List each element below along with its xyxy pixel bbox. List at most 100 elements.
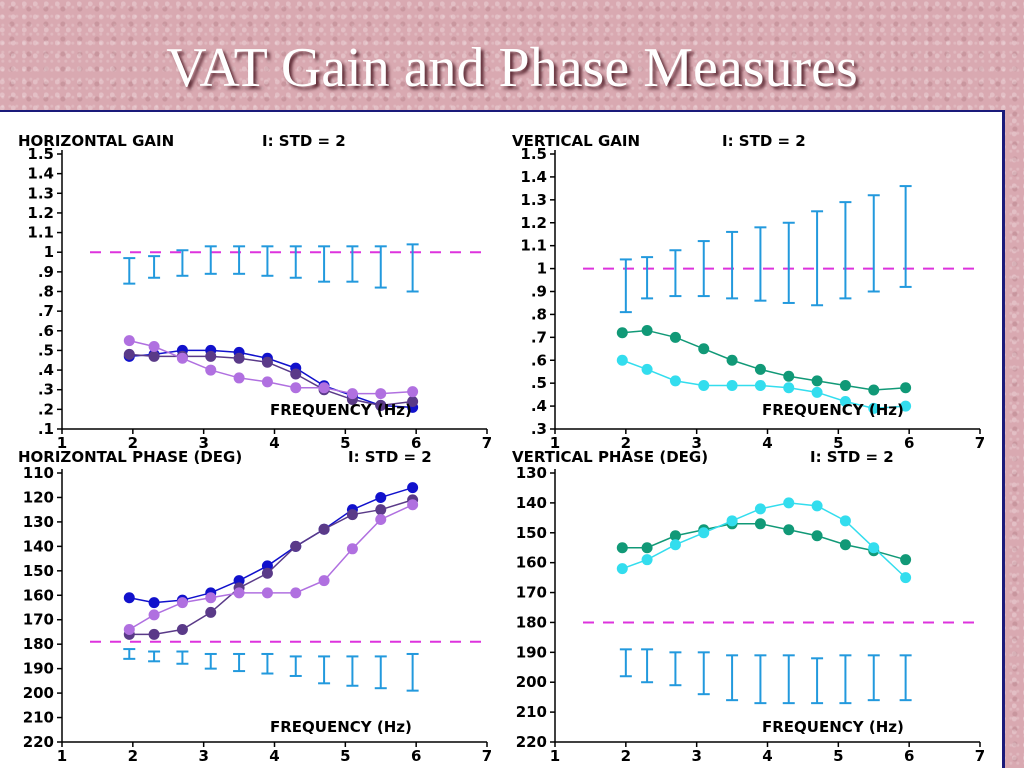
series-line (622, 329, 906, 391)
hgain-chart: HORIZONTAL GAIN I: STD = 21.51.41.31.21.1… (18, 132, 492, 452)
y-tick-label: 1.3 (27, 184, 54, 202)
error-bar (406, 652, 419, 692)
data-point (839, 539, 851, 551)
error-bar (669, 651, 682, 687)
x-axis-label: FREQUENCY (Hz) (270, 401, 412, 419)
data-point (261, 376, 273, 388)
data-point (123, 592, 135, 604)
error-bar (754, 226, 767, 302)
data-point (148, 341, 160, 352)
x-tick-label: 3 (198, 747, 208, 765)
y-tick-label: 210 (23, 709, 54, 727)
data-point (290, 540, 302, 552)
x-tick-label: 1 (57, 747, 67, 765)
vphase-chart: VERTICAL PHASE (DEG) I: STD = 2 130 140 150 1… (512, 448, 985, 765)
error-bar (406, 243, 419, 293)
chart-title: VERTICAL GAIN (512, 132, 640, 150)
x-axis-label: FREQUENCY (Hz) (270, 718, 412, 736)
data-point (641, 542, 653, 554)
error-bar (782, 654, 795, 705)
x-tick-label: 6 (904, 434, 914, 452)
error-bar (346, 245, 359, 283)
data-point (290, 587, 302, 599)
x-tick-label: 3 (198, 434, 208, 452)
data-point (616, 354, 628, 366)
data-point (868, 542, 880, 554)
x-tick-label: 1 (550, 747, 560, 765)
data-point (176, 352, 188, 364)
x-tick-label: 3 (691, 747, 701, 765)
y-tick-label: 220 (23, 733, 54, 751)
data-point (205, 350, 217, 362)
data-point (616, 542, 628, 554)
data-point (123, 624, 135, 636)
x-tick-label: 5 (340, 747, 350, 765)
x-tick-label: 6 (411, 747, 421, 765)
data-point (375, 504, 387, 516)
error-bar (346, 655, 359, 687)
y-tick-label: .6 (531, 351, 547, 369)
data-point (318, 382, 330, 394)
error-bar (811, 210, 824, 307)
y-tick-label: 1.4 (520, 168, 547, 186)
y-tick-label: .7 (38, 302, 54, 320)
data-point (375, 399, 387, 411)
series-3 (123, 335, 419, 400)
data-point (176, 624, 188, 636)
series-line (622, 523, 906, 561)
chart-panel (0, 110, 1005, 768)
x-tick-label: 5 (833, 747, 843, 765)
data-point (641, 363, 653, 375)
error-bar (619, 258, 632, 314)
x-tick-label: 6 (411, 434, 421, 452)
data-point (669, 375, 681, 387)
data-point (726, 354, 738, 366)
y-tick-label: 160 (516, 554, 547, 572)
error-bar (811, 657, 824, 705)
data-point (669, 331, 681, 343)
error-bar (839, 654, 852, 705)
y-tick-label: .5 (38, 341, 54, 359)
error-bar (233, 245, 246, 275)
data-point (261, 356, 273, 368)
x-tick-label: 5 (833, 434, 843, 452)
error-bar (318, 245, 331, 283)
data-point (233, 352, 245, 364)
y-tick-label: 1 (537, 260, 547, 278)
y-tick-label: 180 (23, 635, 54, 653)
error-bar (899, 185, 912, 288)
std-label: I: STD = 2 (348, 448, 432, 466)
series-3 (123, 499, 419, 636)
data-point (346, 543, 358, 555)
data-point (261, 587, 273, 599)
data-point (123, 348, 135, 360)
error-bar (867, 654, 880, 702)
error-bar (289, 655, 302, 677)
data-point (616, 327, 628, 339)
error-bar (839, 201, 852, 300)
y-tick-label: .4 (38, 361, 54, 379)
std-label: I: STD = 2 (262, 132, 346, 150)
data-point (754, 518, 766, 530)
data-point (754, 379, 766, 391)
error-bar (123, 257, 136, 285)
data-point (698, 379, 710, 391)
data-point (839, 515, 851, 527)
data-point (290, 382, 302, 394)
error-bar (726, 230, 739, 300)
x-tick-label: 7 (975, 747, 985, 765)
chart-title: HORIZONTAL GAIN (18, 132, 174, 150)
data-point (783, 524, 795, 536)
y-tick-label: .2 (38, 400, 54, 418)
y-tick-label: .6 (38, 322, 54, 340)
y-tick-label: .5 (531, 374, 547, 392)
data-point (407, 499, 419, 511)
slide-title: VAT Gain and Phase Measures (166, 37, 858, 99)
data-point (318, 523, 330, 535)
error-bar (669, 249, 682, 298)
data-point (616, 563, 628, 575)
x-tick-label: 2 (128, 747, 138, 765)
y-tick-label: 1.5 (27, 145, 54, 163)
y-tick-label: 190 (23, 660, 54, 678)
y-tick-label: 140 (23, 537, 54, 555)
